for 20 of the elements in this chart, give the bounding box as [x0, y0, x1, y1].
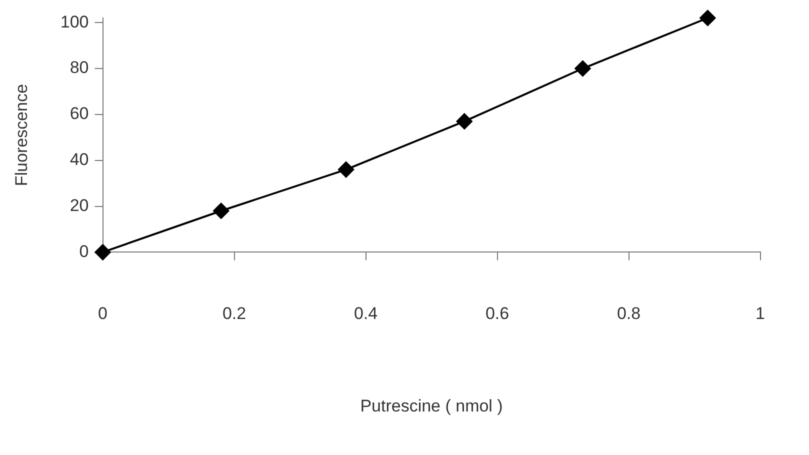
x-tick-label: 0.2 — [222, 304, 246, 324]
y-axis-title: Fluorescence — [12, 84, 31, 186]
y-tick-label: 20 — [70, 196, 89, 215]
x-tick-label: 0.4 — [354, 304, 378, 324]
x-tick-label: 0.8 — [616, 304, 641, 324]
point — [338, 162, 354, 178]
point — [574, 60, 591, 77]
x-axis-title: Putrescine ( nmol ) — [360, 396, 503, 416]
point — [213, 202, 230, 219]
x-tick-label: 0.6 — [485, 304, 510, 324]
y-tick-label: 100 — [60, 12, 89, 32]
y-tick-label: 40 — [70, 150, 89, 170]
x-tick-label: 0 — [98, 304, 108, 324]
x-tick-label: 1 — [756, 304, 766, 324]
point — [456, 113, 472, 130]
y-tick-label: 60 — [70, 104, 89, 124]
point — [94, 244, 111, 260]
point — [700, 10, 716, 26]
y-tick-label: 0 — [79, 242, 89, 261]
y-tick-label: 80 — [70, 58, 89, 78]
